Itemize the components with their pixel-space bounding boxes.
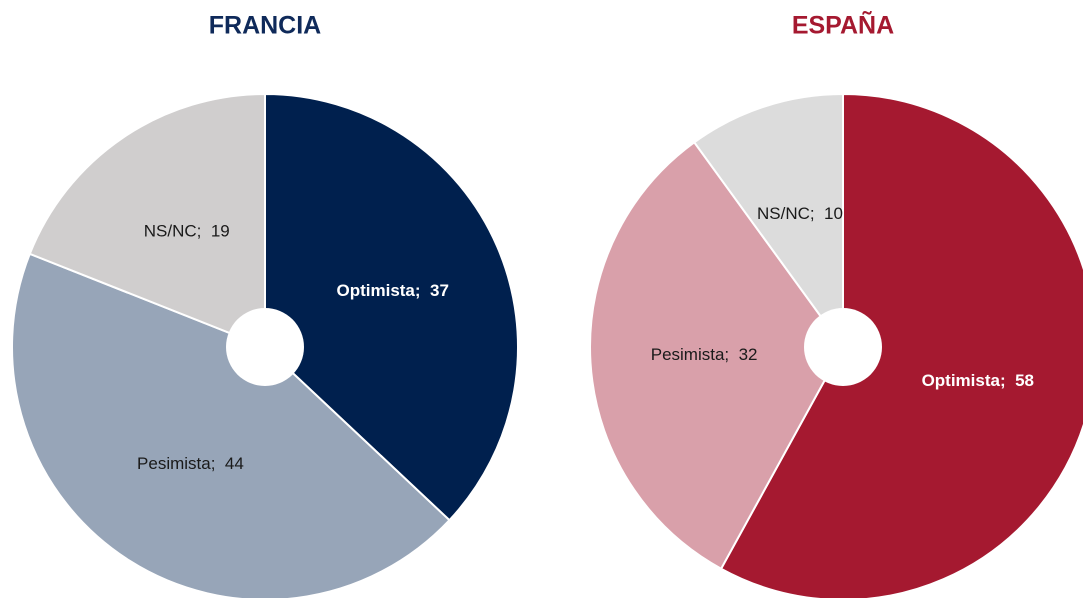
donut-hole [804,308,882,386]
donut-hole [226,308,304,386]
data-label: Optimista; 37 [336,281,448,300]
pie-slice [264,92,519,522]
data-label: NS/NC; 10 [757,204,843,223]
pie-slice [719,92,1083,598]
pie-slice [589,140,845,571]
data-label: Pesimista; 32 [651,345,758,364]
data-label: NS/NC; 19 [144,221,230,240]
chart-title: ESPAÑA [792,10,894,40]
pie-slice [11,252,451,598]
data-label: Optimista; 58 [922,371,1034,390]
pie-slice [28,92,266,349]
data-label: Pesimista; 44 [137,454,244,473]
chart-title: FRANCIA [209,12,322,40]
pie-slice [692,92,844,351]
